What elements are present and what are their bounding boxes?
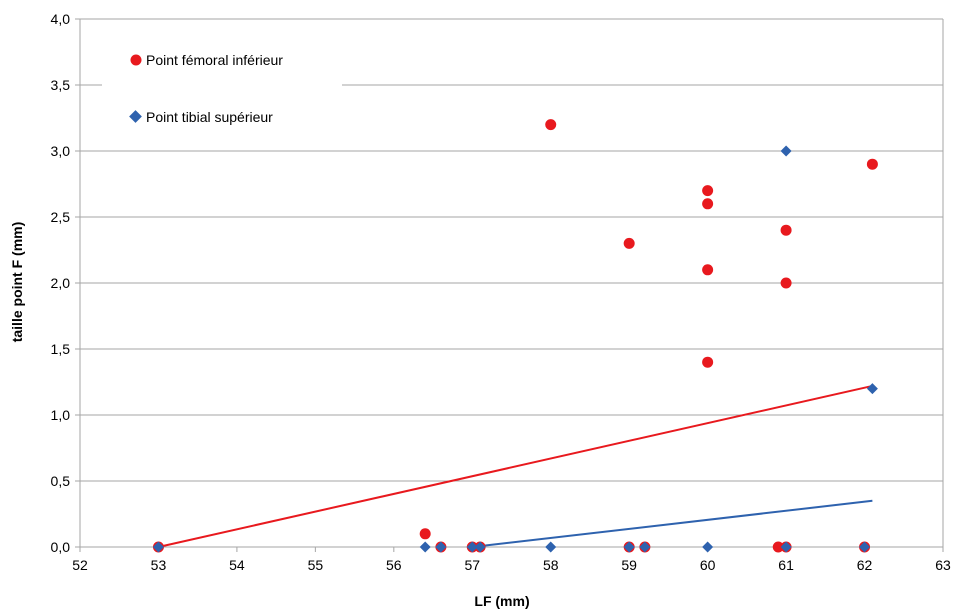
x-tick-label-1: 53: [151, 557, 167, 573]
point-series-1-6: [623, 541, 635, 553]
x-tick-label-5: 57: [464, 557, 480, 573]
y-tick-label-0: 0,0: [51, 539, 71, 555]
point-series-1-11: [859, 541, 871, 553]
trendline-series-0: [158, 384, 873, 548]
point-series-0-15: [780, 277, 792, 289]
point-series-0-10: [702, 198, 714, 210]
point-series-1-0: [152, 541, 164, 553]
point-series-0-11: [702, 264, 714, 276]
y-tick-label-5: 2,5: [51, 209, 71, 225]
trendlines: [158, 384, 873, 548]
y-tick-label-2: 1,0: [51, 407, 71, 423]
x-tick-label-8: 60: [700, 557, 716, 573]
x-axis-ticks: 52 53 54 55 56 57 58 59 60 61 62 63: [72, 547, 951, 573]
data-points: [152, 119, 878, 553]
x-tick-label-6: 58: [543, 557, 559, 573]
y-tick-label-1: 0,5: [51, 473, 71, 489]
x-tick-label-3: 55: [308, 557, 324, 573]
legend-box: [102, 32, 342, 150]
y-axis-label: taille point F (mm): [9, 222, 25, 343]
legend-label-tibial: Point tibial supérieur: [146, 109, 273, 125]
x-tick-label-7: 59: [621, 557, 637, 573]
point-series-1-10: [780, 145, 792, 157]
point-series-1-7: [639, 541, 651, 553]
point-series-0-14: [780, 224, 792, 236]
point-series-1-1: [419, 541, 431, 553]
point-series-1-2: [435, 541, 447, 553]
point-series-0-1: [419, 528, 431, 540]
y-tick-label-3: 1,5: [51, 341, 71, 357]
point-series-0-6: [623, 237, 635, 249]
x-axis-label: LF (mm): [474, 593, 529, 609]
point-series-0-18: [866, 158, 878, 170]
x-tick-label-11: 63: [935, 557, 951, 573]
point-series-1-3: [466, 541, 478, 553]
x-tick-label-0: 52: [72, 557, 88, 573]
point-series-1-9: [780, 541, 792, 553]
grid: [79, 18, 944, 548]
point-series-0-12: [702, 356, 714, 368]
x-tick-label-9: 61: [778, 557, 794, 573]
point-series-0-9: [702, 185, 714, 197]
point-series-0-13: [772, 541, 784, 553]
y-tick-label-4: 2,0: [51, 275, 71, 291]
point-series-1-8: [702, 541, 714, 553]
y-tick-label-6: 3,0: [51, 143, 71, 159]
legend-marker-tibial: [129, 110, 142, 123]
x-tick-label-4: 56: [386, 557, 402, 573]
y-axis-ticks: 0,0 0,5 1,0 1,5 2,0 2,5 3,0 3,5 4,0: [51, 11, 80, 555]
trendline-series-1: [472, 499, 873, 548]
x-tick-label-2: 54: [229, 557, 245, 573]
point-series-1-5: [545, 541, 557, 553]
y-tick-label-7: 3,5: [51, 77, 71, 93]
legend-label-femoral: Point fémoral inférieur: [146, 52, 283, 68]
point-series-1-4: [474, 541, 486, 553]
point-series-1-12: [866, 383, 878, 395]
y-tick-label-8: 4,0: [51, 11, 71, 27]
point-series-0-5: [545, 119, 557, 131]
x-tick-label-10: 62: [857, 557, 873, 573]
legend-marker-femoral: [130, 54, 142, 66]
